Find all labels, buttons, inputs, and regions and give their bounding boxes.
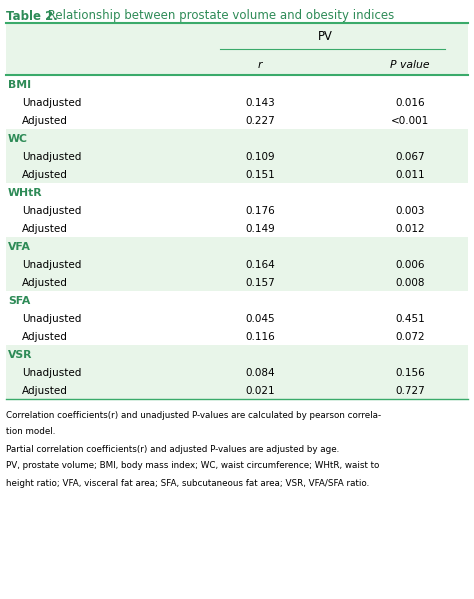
Text: 0.149: 0.149 — [245, 225, 275, 234]
Text: BMI: BMI — [8, 80, 31, 90]
Text: 0.084: 0.084 — [245, 368, 275, 379]
Text: Unadjusted: Unadjusted — [22, 261, 82, 270]
Text: Adjusted: Adjusted — [22, 332, 68, 343]
Text: SFA: SFA — [8, 297, 30, 307]
Text: 0.011: 0.011 — [395, 171, 425, 180]
Text: 0.727: 0.727 — [395, 386, 425, 397]
Bar — [6, 345, 468, 399]
Text: Correlation coefficients(r) and unadjusted P-values are calculated by pearson co: Correlation coefficients(r) and unadjust… — [6, 410, 381, 419]
Bar — [6, 237, 468, 291]
Text: Adjusted: Adjusted — [22, 225, 68, 234]
Text: 0.176: 0.176 — [245, 207, 275, 216]
Text: 0.008: 0.008 — [395, 279, 425, 289]
Text: <0.001: <0.001 — [391, 116, 429, 126]
Text: VSR: VSR — [8, 350, 33, 361]
Text: P value: P value — [390, 60, 430, 70]
Text: PV: PV — [318, 29, 332, 43]
Text: 0.164: 0.164 — [245, 261, 275, 270]
Text: height ratio; VFA, visceral fat area; SFA, subcutaneous fat area; VSR, VFA/SFA r: height ratio; VFA, visceral fat area; SF… — [6, 479, 369, 488]
Bar — [6, 23, 468, 75]
Text: Unadjusted: Unadjusted — [22, 368, 82, 379]
Text: 0.021: 0.021 — [245, 386, 275, 397]
Text: 0.451: 0.451 — [395, 314, 425, 325]
Text: PV, prostate volume; BMI, body mass index; WC, waist circumference; WHtR, waist : PV, prostate volume; BMI, body mass inde… — [6, 461, 379, 470]
Text: Relationship between prostate volume and obesity indices: Relationship between prostate volume and… — [44, 10, 394, 23]
Text: 0.003: 0.003 — [395, 207, 425, 216]
Text: Unadjusted: Unadjusted — [22, 207, 82, 216]
Text: WHtR: WHtR — [8, 189, 43, 198]
Text: 0.151: 0.151 — [245, 171, 275, 180]
Text: Unadjusted: Unadjusted — [22, 314, 82, 325]
Text: Unadjusted: Unadjusted — [22, 98, 82, 108]
Text: Adjusted: Adjusted — [22, 279, 68, 289]
Text: 0.156: 0.156 — [395, 368, 425, 379]
Bar — [6, 129, 468, 183]
Text: Adjusted: Adjusted — [22, 386, 68, 397]
Text: 0.227: 0.227 — [245, 116, 275, 126]
Text: WC: WC — [8, 134, 28, 144]
Text: VFA: VFA — [8, 243, 31, 252]
Text: 0.116: 0.116 — [245, 332, 275, 343]
Text: 0.045: 0.045 — [245, 314, 275, 325]
Text: Table 2.: Table 2. — [6, 10, 58, 23]
Text: 0.012: 0.012 — [395, 225, 425, 234]
Text: 0.016: 0.016 — [395, 98, 425, 108]
Text: tion model.: tion model. — [6, 428, 55, 437]
Text: 0.143: 0.143 — [245, 98, 275, 108]
Text: 0.072: 0.072 — [395, 332, 425, 343]
Text: 0.006: 0.006 — [395, 261, 425, 270]
Text: 0.067: 0.067 — [395, 152, 425, 162]
Text: Partial correlation coefficients(r) and adjusted P-values are adjusted by age.: Partial correlation coefficients(r) and … — [6, 444, 339, 453]
Text: Adjusted: Adjusted — [22, 116, 68, 126]
Text: Unadjusted: Unadjusted — [22, 152, 82, 162]
Text: r: r — [258, 60, 262, 70]
Text: Adjusted: Adjusted — [22, 171, 68, 180]
Text: 0.157: 0.157 — [245, 279, 275, 289]
Text: 0.109: 0.109 — [245, 152, 275, 162]
